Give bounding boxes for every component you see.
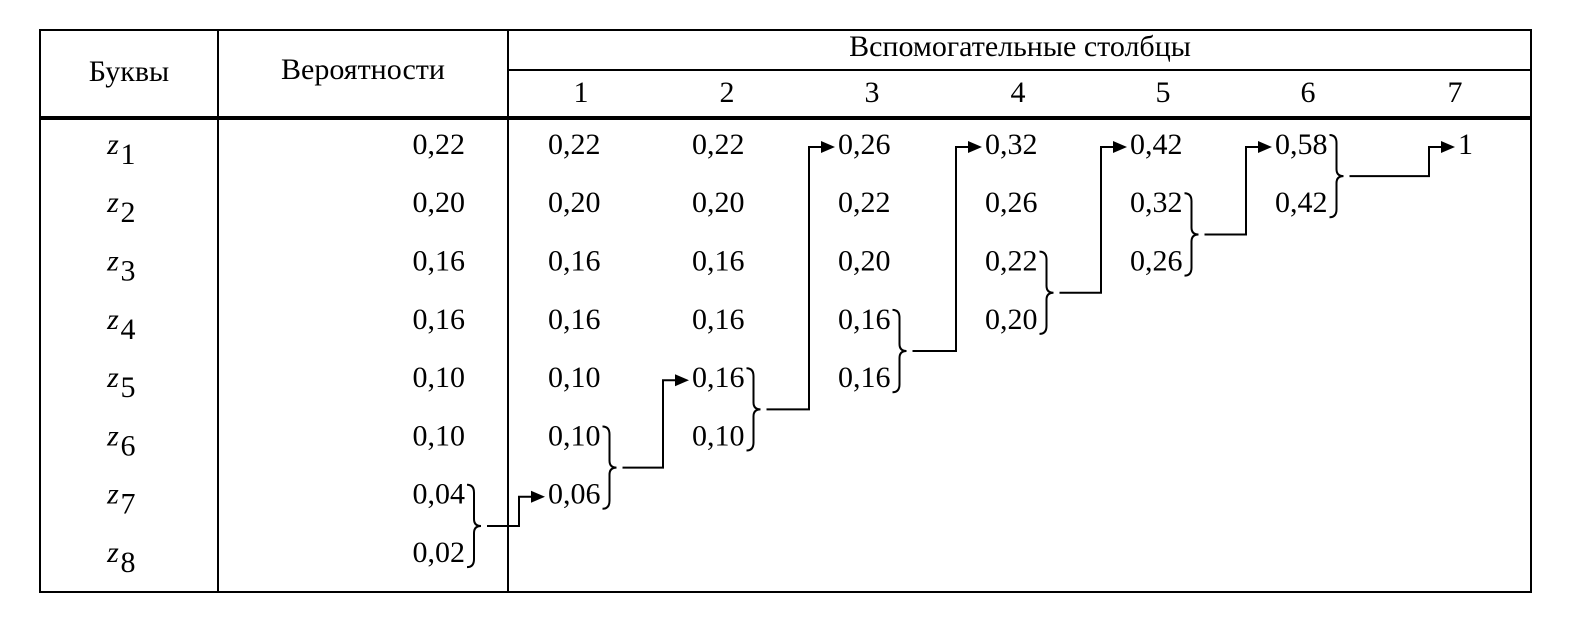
column-number: 1: [574, 76, 589, 109]
arrow-head: [1441, 141, 1455, 153]
auxiliary-value: 0,20: [985, 303, 1038, 336]
merge-line: [1059, 146, 1117, 294]
letter-index: 8: [121, 546, 136, 579]
column-number: 2: [720, 76, 735, 109]
probability: 0,16: [413, 244, 466, 277]
letter: z: [106, 244, 119, 277]
letter-index: 2: [121, 196, 136, 229]
letter-index: 3: [121, 254, 136, 287]
letter-index: 4: [121, 313, 136, 346]
auxiliary-value: 0,16: [692, 244, 745, 277]
column-number: 6: [1301, 76, 1316, 109]
auxiliary-value: 0,10: [548, 419, 601, 452]
probability: 0,04: [413, 478, 466, 511]
merge-line: [912, 146, 972, 353]
auxiliary-value: 0,20: [548, 186, 601, 219]
arrow-head: [531, 490, 545, 503]
auxiliary-value: 0,42: [1130, 128, 1183, 161]
letter: z: [106, 128, 119, 161]
column-number: 7: [1448, 76, 1463, 109]
probability: 0,16: [413, 303, 466, 336]
brace: [466, 483, 482, 569]
auxiliary-value: 0,16: [548, 303, 601, 336]
arrow-head: [1258, 141, 1272, 153]
auxiliary-value: 0,20: [692, 186, 745, 219]
brace: [602, 425, 617, 510]
auxiliary-value: 0,32: [1130, 186, 1183, 219]
auxiliary-value: 0,16: [838, 361, 891, 394]
probability: 0,22: [413, 128, 466, 161]
brace: [1329, 134, 1344, 219]
auxiliary-value: 0,10: [692, 419, 745, 452]
letter: z: [106, 303, 119, 336]
letter: z: [106, 419, 119, 452]
header-letters: Буквы: [89, 55, 169, 88]
auxiliary-value: 0,58: [1275, 128, 1328, 161]
merge-line: [1204, 146, 1262, 236]
auxiliary-value: 0,42: [1275, 186, 1328, 219]
probability: 0,02: [413, 536, 466, 569]
auxiliary-value: 0,26: [838, 128, 891, 161]
letter: z: [106, 186, 119, 219]
brace: [1184, 192, 1199, 277]
auxiliary-value: 0,20: [838, 244, 891, 277]
letter: z: [106, 478, 119, 511]
merge-line: [487, 495, 535, 527]
auxiliary-value: 0,10: [548, 361, 601, 394]
arrow-head: [675, 374, 689, 387]
auxiliary-value: 0,16: [692, 361, 745, 394]
auxiliary-value: 0,22: [692, 128, 745, 161]
merge-line: [622, 379, 679, 469]
merge-line: [1349, 146, 1445, 178]
merge-line: [766, 146, 825, 411]
auxiliary-value: 0,16: [692, 303, 745, 336]
probability: 0,10: [413, 361, 466, 394]
letter-index: 7: [121, 488, 136, 521]
letter-index: 6: [121, 429, 136, 462]
table-border: [39, 29, 1532, 593]
auxiliary-value: 0,22: [838, 186, 891, 219]
letter: z: [106, 361, 119, 394]
arrow-head: [1113, 141, 1127, 153]
probability: 0,10: [413, 419, 466, 452]
header-probabilities: Вероятности: [281, 53, 445, 86]
column-number: 5: [1156, 76, 1171, 109]
brace: [746, 367, 761, 452]
column-number: 4: [1011, 76, 1026, 109]
auxiliary-value: 0,32: [985, 128, 1038, 161]
auxiliary-value: 0,22: [985, 244, 1038, 277]
auxiliary-value: 1: [1458, 128, 1473, 161]
brace: [892, 308, 907, 394]
auxiliary-value: 0,06: [548, 478, 601, 511]
arrow-head: [968, 141, 982, 153]
arrow-head: [821, 141, 835, 153]
letter: z: [106, 536, 119, 569]
column-number: 3: [865, 76, 880, 109]
auxiliary-value: 0,26: [985, 186, 1038, 219]
letter-index: 5: [121, 371, 136, 404]
auxiliary-value: 0,16: [548, 244, 601, 277]
probability: 0,20: [413, 186, 466, 219]
auxiliary-value: 0,26: [1130, 244, 1183, 277]
auxiliary-value: 0,22: [548, 128, 601, 161]
header-auxiliary: Вспомогательные столбцы: [849, 30, 1191, 63]
brace: [1039, 250, 1054, 335]
auxiliary-value: 0,16: [838, 303, 891, 336]
letter-index: 1: [121, 138, 136, 171]
